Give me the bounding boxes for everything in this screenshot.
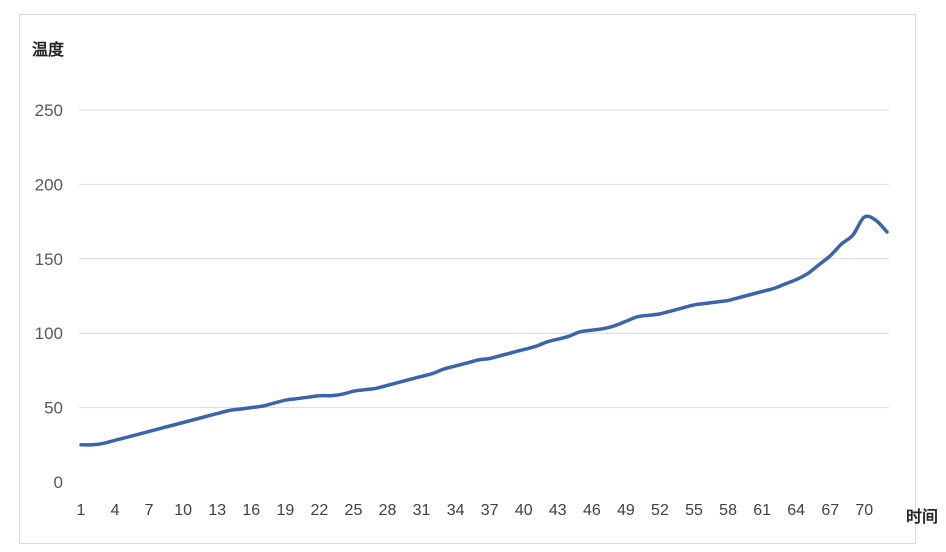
x-tick-label: 40 bbox=[515, 502, 533, 519]
x-tick-label: 49 bbox=[617, 502, 635, 519]
y-tick-label: 200 bbox=[35, 175, 63, 194]
x-tick-label: 7 bbox=[145, 502, 154, 519]
x-tick-label: 22 bbox=[310, 502, 328, 519]
x-tick-label: 25 bbox=[345, 502, 363, 519]
y-axis-title: 温度 bbox=[31, 40, 65, 59]
x-tick-label: 64 bbox=[787, 502, 805, 519]
x-tick-label: 55 bbox=[685, 502, 703, 519]
x-tick-label: 4 bbox=[111, 502, 120, 519]
x-tick-label: 70 bbox=[855, 502, 873, 519]
x-tick-label: 67 bbox=[821, 502, 839, 519]
y-axis-ticks: 0 50 100 150 200 250 bbox=[35, 101, 63, 492]
series-line-0 bbox=[79, 214, 889, 447]
x-axis-title: 时间 bbox=[906, 507, 938, 526]
y-tick-label: 100 bbox=[35, 324, 63, 343]
x-tick-label: 10 bbox=[174, 502, 192, 519]
x-tick-label: 1 bbox=[77, 502, 86, 519]
x-tick-label: 46 bbox=[583, 502, 601, 519]
y-tick-label: 250 bbox=[35, 101, 63, 120]
x-tick-label: 16 bbox=[242, 502, 260, 519]
y-tick-label: 150 bbox=[35, 250, 63, 269]
gridlines bbox=[79, 109, 889, 409]
x-tick-label: 19 bbox=[276, 502, 294, 519]
series-layer bbox=[79, 214, 889, 447]
x-tick-label: 43 bbox=[549, 502, 567, 519]
chart-area bbox=[19, 14, 916, 544]
x-tick-label: 34 bbox=[447, 502, 465, 519]
x-tick-label: 31 bbox=[413, 502, 431, 519]
x-tick-label: 28 bbox=[379, 502, 397, 519]
x-tick-label: 61 bbox=[753, 502, 771, 519]
x-axis-ticks: 1 4 7 10 13 16 19 22 25 28 31 34 37 40 43 46 49 52 55 58 61 6… bbox=[77, 502, 874, 519]
y-tick-label: 0 bbox=[54, 473, 63, 492]
x-tick-label: 13 bbox=[208, 502, 226, 519]
x-tick-label: 52 bbox=[651, 502, 669, 519]
x-tick-label: 58 bbox=[719, 502, 737, 519]
y-tick-label: 50 bbox=[44, 399, 63, 418]
x-tick-label: 37 bbox=[481, 502, 499, 519]
